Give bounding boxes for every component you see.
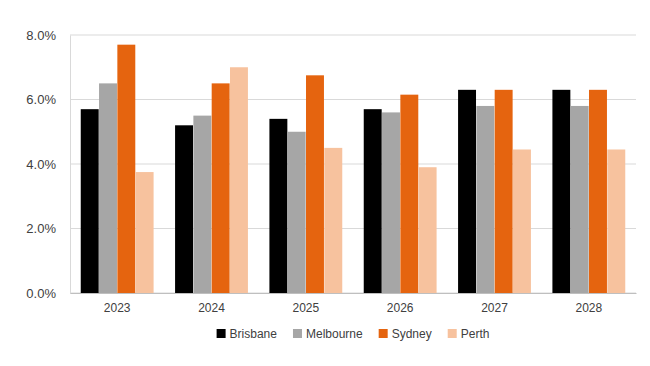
x-tick-label: 2024 (198, 301, 225, 315)
y-tick-label: 2.0% (26, 221, 56, 236)
y-tick-label: 0.0% (26, 286, 56, 301)
bar (269, 119, 287, 293)
x-tick: 2026 (387, 293, 414, 315)
bar (364, 109, 382, 293)
bar (382, 112, 400, 293)
y-axis-line (70, 36, 71, 294)
bar (552, 90, 570, 293)
legend-swatch (379, 329, 388, 338)
grid-line (70, 293, 636, 294)
y-tick: 2.0% (26, 221, 70, 236)
legend-label: Perth (461, 327, 490, 341)
bars (81, 45, 626, 293)
bar (81, 109, 99, 293)
legend-swatch (448, 329, 457, 338)
grid-line (70, 99, 636, 100)
bar (306, 75, 324, 293)
legend-swatch (217, 329, 226, 338)
legend: Brisbane Melbourne Sydney Perth (217, 327, 490, 341)
grid (70, 35, 636, 293)
bar (476, 106, 494, 293)
y-tick: 6.0% (26, 92, 70, 107)
y-tick-label: 6.0% (26, 92, 56, 107)
chart: 0.0% 2.0% 4.0% 6.0% 8.0% 2023 2024 2025 2026 2027… (0, 0, 650, 366)
bar (324, 148, 342, 293)
legend-item: Melbourne (293, 327, 363, 341)
bar (99, 83, 117, 293)
bar (571, 106, 589, 293)
x-tick: 2028 (575, 293, 602, 315)
legend-label: Sydney (392, 327, 432, 341)
legend-item: Perth (448, 327, 490, 341)
y-axis: 0.0% 2.0% 4.0% 6.0% 8.0% (26, 28, 70, 301)
x-tick-label: 2023 (104, 301, 131, 315)
x-tick: 2027 (481, 293, 508, 315)
y-tick-label: 4.0% (26, 157, 56, 172)
x-axis-line (71, 293, 637, 294)
legend-item: Brisbane (217, 327, 278, 341)
x-tick-label: 2025 (292, 301, 319, 315)
bar (513, 149, 531, 293)
y-tick: 0.0% (26, 286, 70, 301)
x-tick: 2024 (198, 293, 225, 315)
bar (458, 90, 476, 293)
bar (419, 167, 437, 293)
legend-label: Melbourne (306, 327, 363, 341)
bar (212, 83, 230, 293)
legend-item: Sydney (379, 327, 432, 341)
bar (288, 132, 306, 293)
bar (117, 45, 135, 293)
y-tick: 8.0% (26, 28, 70, 43)
x-tick-label: 2028 (575, 301, 602, 315)
x-axis: 2023 2024 2025 2026 2027 2028 (71, 293, 637, 315)
x-tick: 2025 (292, 293, 319, 315)
grid-line (70, 35, 636, 36)
x-tick: 2023 (104, 293, 131, 315)
x-tick-label: 2026 (387, 301, 414, 315)
y-tick: 4.0% (26, 157, 70, 172)
grid-line (70, 228, 636, 229)
bar (193, 116, 211, 293)
bar (230, 67, 248, 293)
legend-label: Brisbane (230, 327, 278, 341)
bar (495, 90, 513, 293)
plot: 0.0% 2.0% 4.0% 6.0% 8.0% 2023 2024 2025 2026 2027… (26, 28, 636, 315)
bar (136, 172, 154, 293)
bar (400, 95, 418, 293)
grid-line (70, 164, 636, 165)
legend-swatch (293, 329, 302, 338)
bar (175, 125, 193, 293)
x-tick-label: 2027 (481, 301, 508, 315)
bar (607, 149, 625, 293)
bar (589, 90, 607, 293)
y-tick-label: 8.0% (26, 28, 56, 43)
